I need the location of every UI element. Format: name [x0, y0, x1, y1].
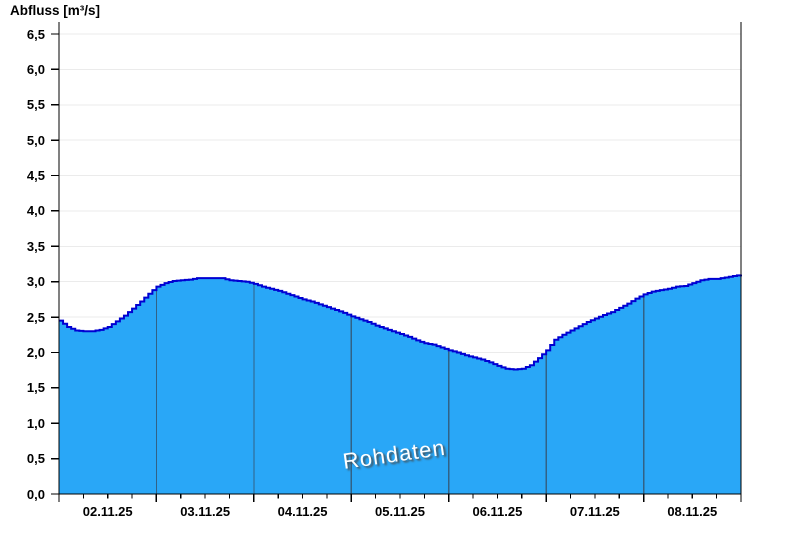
x-axis-ticks [58, 494, 742, 502]
y-tick-label: 1,5 [26, 380, 45, 396]
y-tick-label: 5,0 [26, 132, 45, 148]
y-tick-label: 3,0 [26, 274, 45, 290]
y-tick-label: 6,5 [26, 26, 45, 42]
area-fill [59, 274, 741, 494]
x-tick-label: 03.11.25 [180, 504, 231, 519]
x-tick-label: 08.11.25 [667, 504, 718, 519]
y-tick-label: 1,0 [26, 415, 45, 431]
y-tick-label: 4,5 [26, 168, 45, 184]
y-tick-label: 0,0 [26, 486, 45, 502]
y-tick-label: 3,5 [26, 238, 45, 254]
day-boundary-gridlines [155, 284, 645, 494]
y-tick-label: 6,0 [26, 61, 45, 77]
x-tick-label: 07.11.25 [569, 504, 620, 519]
x-tick-label: 04.11.25 [277, 504, 328, 519]
y-tick-label: 0,5 [26, 451, 45, 467]
x-tick-label: 02.11.25 [82, 504, 133, 519]
area-top-line [59, 274, 742, 371]
y-axis-ticks [51, 33, 59, 495]
y-tick-label: 2,0 [26, 344, 45, 360]
chart-title: Abfluss [m³/s] [10, 3, 101, 18]
y-tick-label: 4,0 [26, 203, 45, 219]
x-tick-label: 06.11.25 [472, 504, 523, 519]
y-tick-label: 5,5 [26, 97, 45, 113]
y-tick-label: 2,5 [26, 309, 45, 325]
x-tick-label: 05.11.25 [375, 504, 425, 519]
